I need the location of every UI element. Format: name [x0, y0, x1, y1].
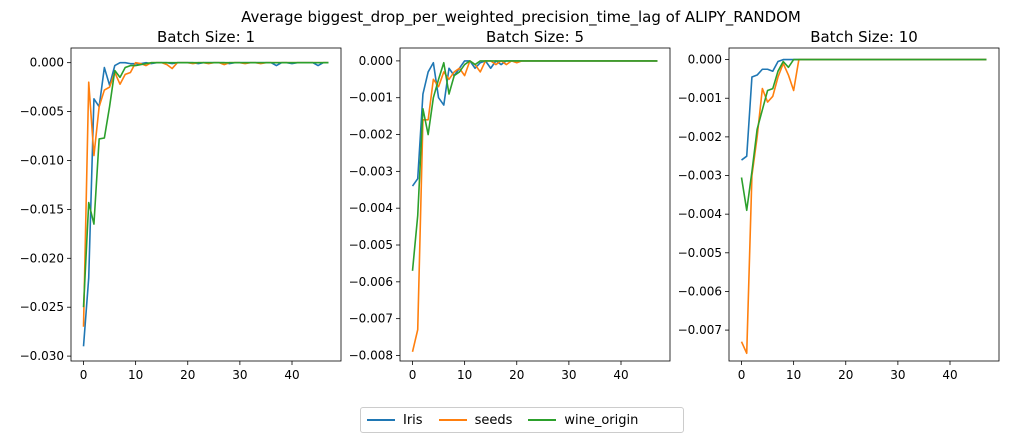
- y-tick-label: −0.004: [349, 201, 393, 215]
- series-line-seeds: [411, 60, 658, 352]
- legend-label-wine-origin: wine_origin: [564, 412, 639, 428]
- y-tick-label: −0.030: [20, 349, 64, 363]
- panel-title: Batch Size: 10: [810, 28, 918, 46]
- legend-item-iris: Iris: [367, 413, 423, 428]
- y-tick-label: −0.005: [349, 238, 393, 252]
- y-tick-label: −0.007: [678, 323, 722, 337]
- y-tick-label: 0.000: [359, 54, 393, 68]
- axes-frame: [728, 47, 1000, 362]
- y-tick-label: −0.004: [678, 207, 722, 221]
- y-tick-label: −0.015: [20, 202, 64, 216]
- series-line-wine-origin: [740, 58, 987, 212]
- axes-frame: [399, 47, 671, 362]
- series-line-seeds: [740, 58, 987, 355]
- x-tick-label: 0: [80, 368, 88, 382]
- legend: Iris seeds wine_origin: [360, 407, 684, 433]
- y-tick-label: −0.006: [678, 284, 722, 298]
- x-tick-label: 40: [942, 368, 957, 382]
- panel-title: Batch Size: 5: [486, 28, 584, 46]
- panel-title: Batch Size: 1: [157, 28, 255, 46]
- legend-swatch-seeds: [438, 419, 467, 421]
- y-tick-label: −0.001: [678, 91, 722, 105]
- y-tick-label: −0.008: [349, 348, 393, 362]
- series-line-wine-origin: [82, 61, 329, 308]
- x-tick-label: 30: [890, 368, 905, 382]
- y-tick-label: −0.003: [678, 169, 722, 183]
- legend-label-seeds: seeds: [474, 412, 513, 428]
- legend-swatch-wine-origin: [528, 419, 557, 421]
- x-tick-label: 0: [409, 368, 417, 382]
- legend-swatch-iris: [367, 419, 395, 421]
- x-tick-label: 10: [786, 368, 801, 382]
- y-tick-label: −0.007: [349, 312, 393, 326]
- x-tick-label: 10: [457, 368, 472, 382]
- x-tick-label: 30: [232, 368, 247, 382]
- x-tick-label: 20: [509, 368, 524, 382]
- figure-suptitle: Average biggest_drop_per_weighted_precis…: [241, 8, 801, 27]
- panel-batch-size-5: Batch Size: 5 0 10 20 30 40 0.000 −0.001 −0.002…: [349, 28, 671, 382]
- legend-item-wine-origin: wine_origin: [528, 413, 638, 428]
- axes-frame: [70, 47, 342, 362]
- y-tick-label: −0.010: [20, 153, 64, 167]
- panel-batch-size-10: Batch Size: 10 0 10 20 30 40 0.000 −0.001 −0.00…: [678, 28, 1000, 382]
- x-tick-label: 30: [561, 368, 576, 382]
- y-tick-label: −0.025: [20, 300, 64, 314]
- y-tick-label: −0.001: [349, 91, 393, 105]
- x-tick-label: 10: [128, 368, 143, 382]
- x-tick-label: 20: [838, 368, 853, 382]
- series-line-wine-origin: [411, 60, 658, 271]
- y-tick-label: 0.000: [30, 56, 64, 70]
- x-tick-label: 40: [613, 368, 628, 382]
- y-tick-label: −0.003: [349, 164, 393, 178]
- legend-label-iris: Iris: [403, 412, 423, 428]
- y-tick-label: 0.000: [688, 53, 722, 67]
- y-tick-label: −0.005: [20, 105, 64, 119]
- x-tick-label: 40: [284, 368, 299, 382]
- x-tick-label: 20: [180, 368, 195, 382]
- legend-item-seeds: seeds: [438, 412, 513, 428]
- y-tick-label: −0.020: [20, 251, 64, 265]
- y-tick-label: −0.002: [678, 130, 722, 144]
- y-tick-label: −0.006: [349, 275, 393, 289]
- panel-batch-size-1: Batch Size: 1 0 10 20 30 40 0.000 −0.005 −0.010…: [20, 28, 342, 382]
- series-line-iris: [82, 61, 329, 347]
- y-tick-label: −0.005: [678, 246, 722, 260]
- y-tick-label: −0.002: [349, 128, 393, 142]
- x-tick-label: 0: [738, 368, 746, 382]
- series-line-seeds: [82, 61, 329, 327]
